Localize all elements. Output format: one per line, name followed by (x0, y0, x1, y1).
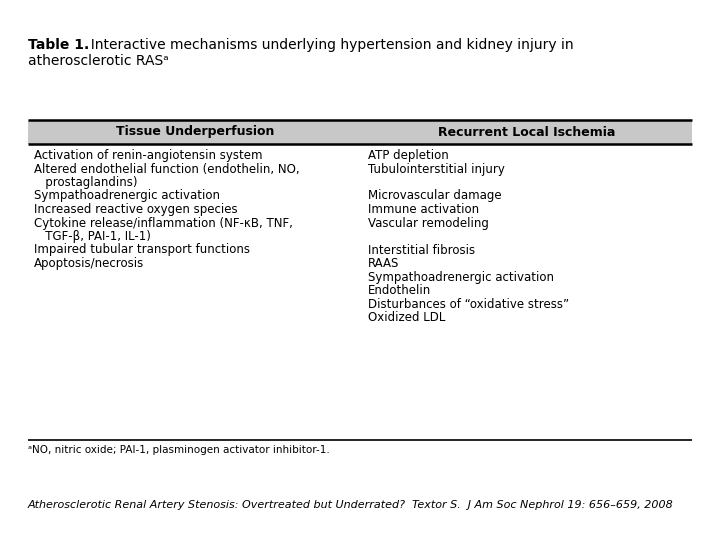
Text: Cytokine release/inflammation (NF-κB, TNF,: Cytokine release/inflammation (NF-κB, TN… (34, 217, 293, 230)
Text: Endothelin: Endothelin (368, 284, 431, 297)
Text: Sympathoadrenergic activation: Sympathoadrenergic activation (34, 190, 220, 202)
Text: atherosclerotic RASᵃ: atherosclerotic RASᵃ (28, 54, 168, 68)
Text: Table 1.: Table 1. (28, 38, 89, 52)
Text: Microvascular damage: Microvascular damage (368, 190, 502, 202)
Text: TGF-β, PAI-1, IL-1): TGF-β, PAI-1, IL-1) (34, 230, 151, 243)
Text: Impaired tubular transport functions: Impaired tubular transport functions (34, 244, 250, 256)
Text: ATP depletion: ATP depletion (368, 149, 449, 162)
Text: Altered endothelial function (endothelin, NO,: Altered endothelial function (endothelin… (34, 163, 300, 176)
Text: Activation of renin-angiotensin system: Activation of renin-angiotensin system (34, 149, 263, 162)
Text: Vascular remodeling: Vascular remodeling (368, 217, 489, 230)
Text: ᵃNO, nitric oxide; PAI-1, plasminogen activator inhibitor-1.: ᵃNO, nitric oxide; PAI-1, plasminogen ac… (28, 445, 330, 455)
Text: Recurrent Local Ischemia: Recurrent Local Ischemia (438, 125, 616, 138)
Text: prostaglandins): prostaglandins) (34, 176, 138, 189)
Text: Interactive mechanisms underlying hypertension and kidney injury in: Interactive mechanisms underlying hypert… (82, 38, 574, 52)
Text: Interstitial fibrosis: Interstitial fibrosis (368, 244, 475, 256)
Text: Oxidized LDL: Oxidized LDL (368, 311, 446, 324)
Bar (28, 120, 692, 144)
Text: Tubulointerstitial injury: Tubulointerstitial injury (368, 163, 505, 176)
Text: Immune activation: Immune activation (368, 203, 479, 216)
Text: Increased reactive oxygen species: Increased reactive oxygen species (34, 203, 238, 216)
Text: Disturbances of “oxidative stress”: Disturbances of “oxidative stress” (368, 298, 569, 310)
Text: Sympathoadrenergic activation: Sympathoadrenergic activation (368, 271, 554, 284)
Text: Tissue Underperfusion: Tissue Underperfusion (116, 125, 274, 138)
Text: RAAS: RAAS (368, 257, 400, 270)
Text: Atherosclerotic Renal Artery Stenosis: Overtreated but Underrated?  Textor S.  J: Atherosclerotic Renal Artery Stenosis: O… (28, 500, 674, 510)
Text: Apoptosis/necrosis: Apoptosis/necrosis (34, 257, 144, 270)
